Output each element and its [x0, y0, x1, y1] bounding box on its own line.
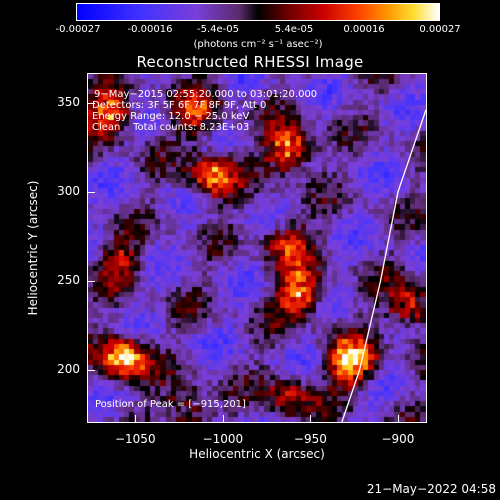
x-tick-mark	[397, 415, 399, 422]
y-tick-label: 350	[57, 94, 80, 109]
info-clean-counts: Clean Total counts: 8.23E+03	[92, 122, 250, 133]
chart-title: Reconstructed RHESSI Image	[136, 53, 364, 71]
x-tick-label: −1050	[114, 432, 156, 446]
x-tick-mark	[310, 415, 312, 422]
x-tick-mark	[222, 415, 224, 422]
info-energy-range: Energy Range: 12.0 − 25.0 keV	[92, 111, 250, 122]
y-tick-mark	[88, 281, 95, 282]
colorbar-tick-label: 5.4e-05	[274, 24, 314, 35]
x-axis-label: Heliocentric X (arcsec)	[189, 447, 325, 461]
colorbar-unit-label: (photons cm⁻² s⁻¹ asec⁻²)	[193, 39, 323, 50]
x-tick-label: −900	[381, 432, 415, 446]
info-detectors: Detectors: 3F 5F 6F 7F 8F 9F, Att 0	[92, 100, 267, 111]
y-tick-label: 300	[57, 183, 80, 198]
plot-area: 9−May−2015 02:55:20.000 to 03:01:20.000 …	[87, 73, 427, 423]
colorbar	[76, 3, 440, 21]
colorbar-tick-label: 0.00016	[343, 24, 385, 35]
colorbar-tick-label: -0.00016	[127, 24, 173, 35]
timestamp: 21−May−2022 04:58	[366, 482, 496, 496]
solar-limb-line	[341, 109, 426, 422]
y-tick-label: 250	[57, 273, 80, 287]
colorbar-tick-label: 0.00027	[419, 24, 461, 35]
limb-overlay	[341, 109, 426, 422]
colorbar-tick-label: -0.00027	[55, 24, 101, 35]
y-tick-mark	[88, 102, 95, 104]
y-tick-mark	[88, 191, 95, 193]
colorbar-tick-label: -5.4e-05	[197, 24, 239, 35]
peak-position-label: Position of Peak = [−915,201]	[95, 399, 246, 410]
heatmap-image	[88, 74, 426, 422]
x-tick-mark	[135, 415, 137, 422]
x-tick-label: −1000	[202, 432, 244, 446]
y-tick-mark	[88, 370, 95, 372]
y-tick-label: 200	[57, 362, 80, 377]
x-tick-label: −950	[293, 432, 327, 446]
info-time-range: 9−May−2015 02:55:20.000 to 03:01:20.000	[94, 89, 318, 100]
y-axis-label: Heliocentric Y (arcsec)	[26, 180, 40, 316]
